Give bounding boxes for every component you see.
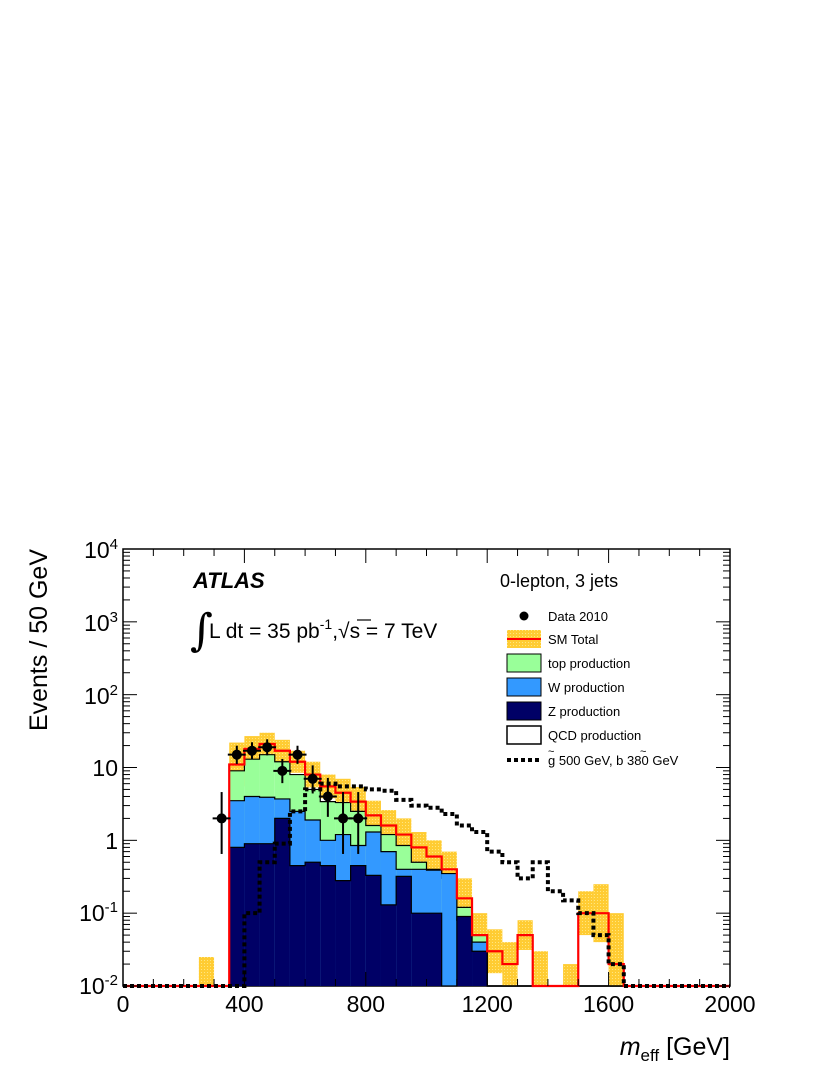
x-tick-label: 2000 (704, 991, 755, 1017)
luminosity-label: L dt = 35 pb-1,√s = 7 TeV (209, 616, 437, 643)
z-bar (289, 865, 306, 986)
data-point (216, 813, 227, 824)
z-bar (335, 880, 351, 986)
legend-data-marker (519, 611, 529, 621)
z-layer (123, 817, 730, 987)
legend-label: QCD production (548, 728, 641, 743)
y-tick-label: 102 (84, 682, 118, 709)
x-tick-label: 400 (225, 991, 263, 1017)
z-bar (350, 865, 366, 986)
tilde-g: ~ (548, 746, 554, 758)
y-tick-label: 1 (105, 828, 118, 854)
legend-label: top production (548, 656, 630, 671)
x-tick-label: 0 (117, 991, 130, 1017)
z-bar (365, 875, 381, 986)
legend-z-swatch (506, 701, 542, 721)
atlas-label: ATLAS (192, 568, 265, 593)
data-point (307, 773, 318, 784)
x-axis-title: meff [GeV] (620, 1033, 730, 1065)
integral-sign: ∫ (190, 605, 213, 656)
x-tick-label: 1200 (462, 991, 513, 1017)
y-tick-label: 10-1 (79, 899, 118, 926)
tilde-b: ~ (640, 746, 646, 758)
z-bar (426, 913, 442, 986)
data-point (338, 813, 349, 824)
data-points-layer (212, 739, 368, 854)
sm-band-bin (608, 913, 624, 986)
data-point (353, 813, 364, 824)
z-bar (229, 847, 245, 986)
data-point (277, 765, 288, 776)
z-bar (411, 913, 427, 986)
z-bar (274, 818, 290, 986)
sm-band-bin (563, 964, 579, 986)
legend: Data 2010 SM Total top production W prod… (506, 609, 679, 768)
axis-ticks-layer (122, 549, 731, 987)
z-bar (305, 862, 321, 986)
sm-band-bin (198, 957, 215, 986)
y-tick-label: 10 (92, 755, 118, 781)
z-bar (320, 865, 336, 986)
sm-band-bin (532, 951, 548, 986)
z-bar (380, 904, 397, 986)
y-axis-title: Events / 50 GeV (25, 549, 53, 731)
data-point (292, 749, 303, 760)
data-point (231, 749, 242, 760)
w-bar (441, 873, 457, 986)
y-tick-label: 10-2 (79, 972, 118, 999)
x-tick-label: 1600 (583, 991, 634, 1017)
legend-label: Z production (548, 704, 620, 719)
data-point (322, 791, 333, 802)
y-tick-label: 103 (84, 609, 118, 636)
z-bar (472, 951, 488, 986)
legend-label: SM Total (548, 632, 598, 647)
x-tick-label: 800 (347, 991, 385, 1017)
legend-top-swatch (506, 653, 542, 673)
legend-qcd-swatch (506, 725, 542, 745)
y-tick-label: 104 (84, 536, 118, 563)
channel-label: 0-lepton, 3 jets (500, 571, 618, 591)
legend-w-swatch (506, 677, 542, 697)
z-bar (259, 843, 275, 986)
z-bar (396, 876, 412, 986)
data-point (262, 742, 273, 753)
legend-label: Data 2010 (548, 609, 608, 624)
z-bar (244, 843, 260, 986)
z-outline (123, 817, 730, 987)
z-bar (456, 916, 473, 986)
legend-label: W production (548, 680, 625, 695)
legend-label: g 500 GeV, b 380 GeV (548, 753, 679, 768)
data-point (246, 745, 257, 756)
